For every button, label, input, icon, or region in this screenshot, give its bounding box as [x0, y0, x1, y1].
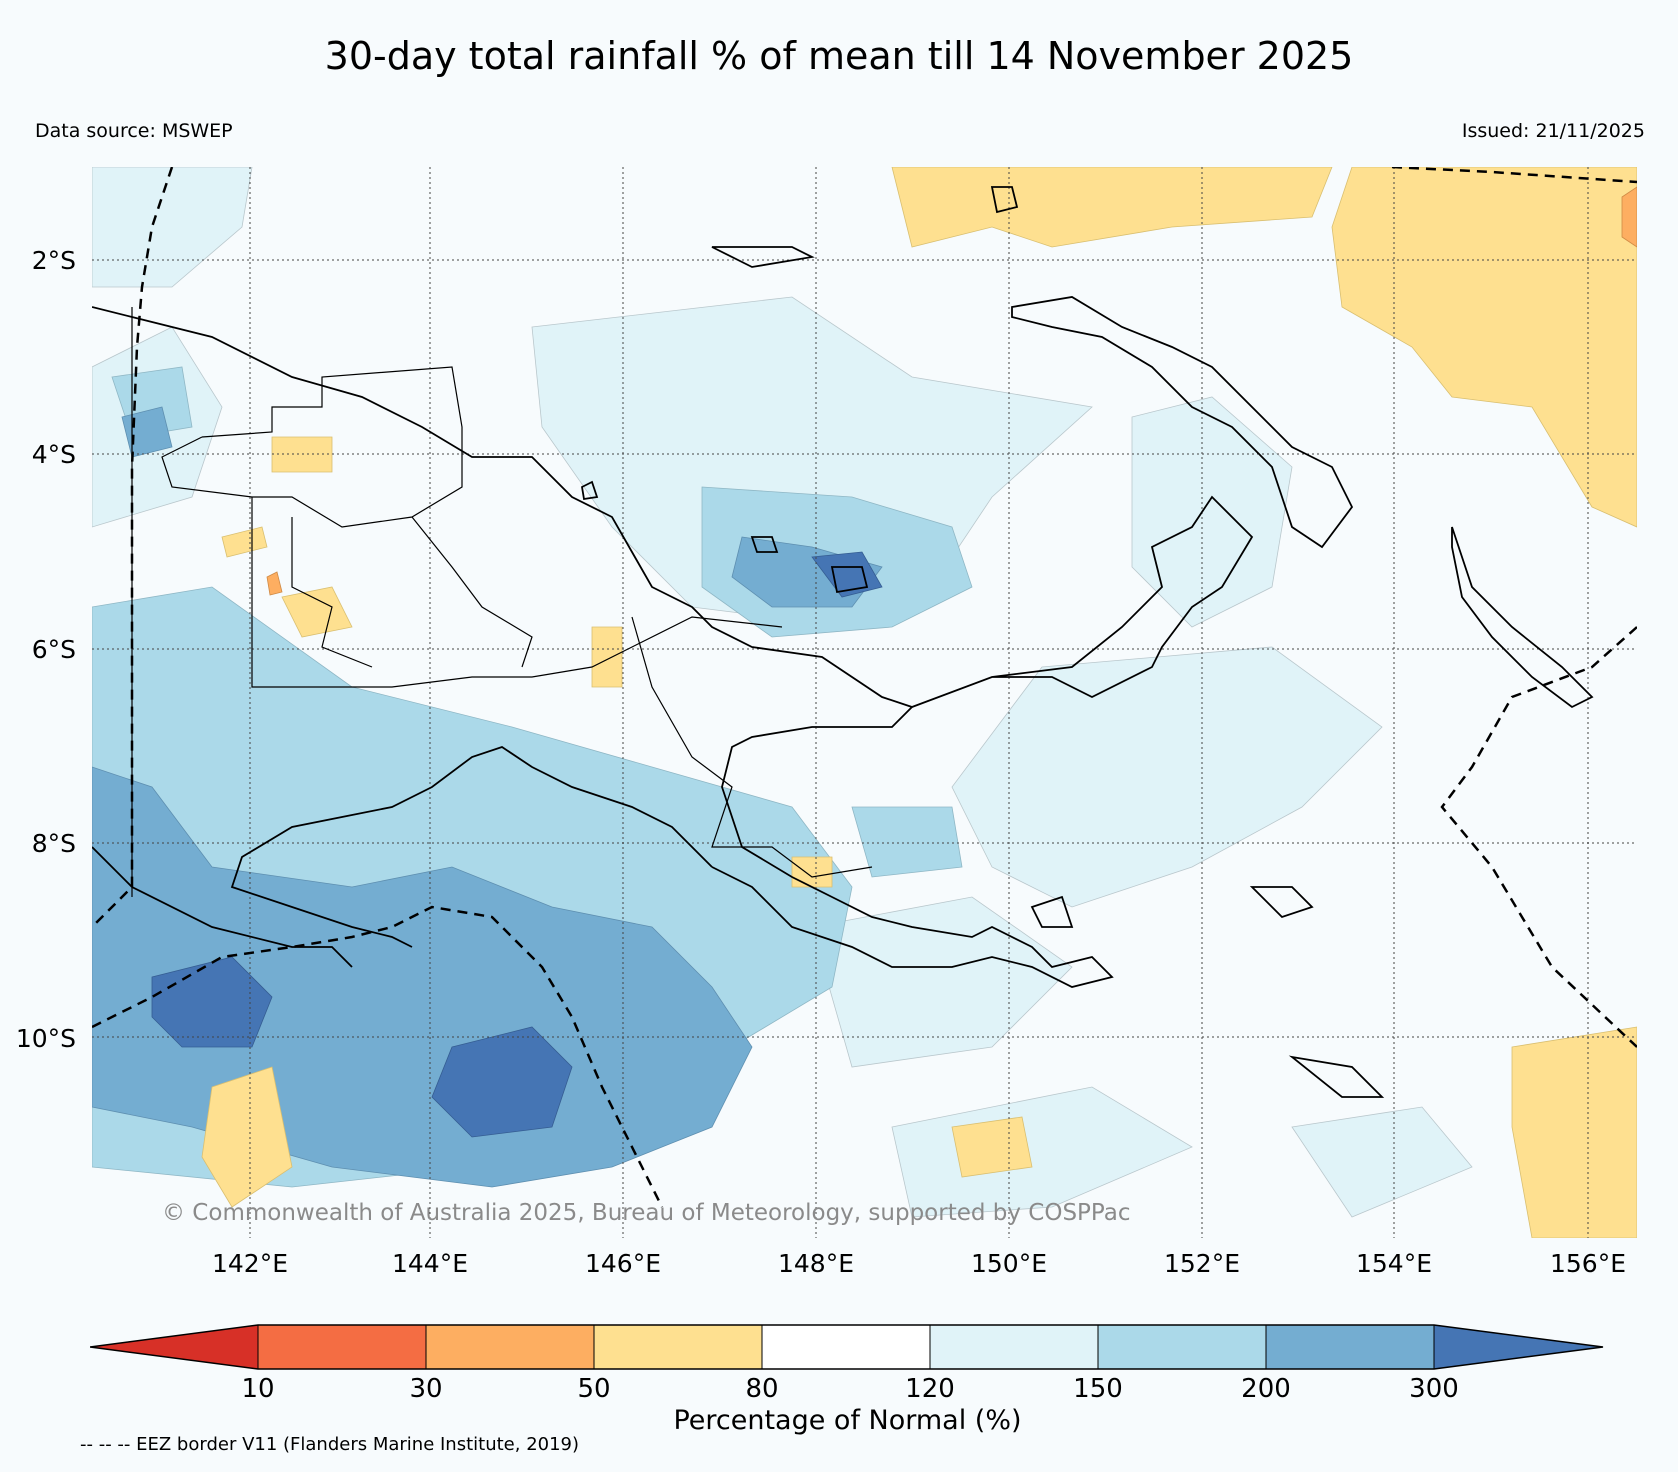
issued-date-label: Issued: 21/11/2025 [1461, 120, 1645, 142]
colorbar-30-50 [426, 1325, 594, 1369]
colorbar-tick-150: 150 [1073, 1374, 1123, 1404]
rain-50-80-regions [201, 167, 1637, 1238]
colorbar-50-80 [594, 1325, 762, 1369]
lon-label-142e: 142°E [211, 1249, 288, 1278]
rain-30-50-regions [266, 186, 1637, 596]
colorbar-120-150 [930, 1325, 1098, 1369]
lon-label-154e: 154°E [1355, 1249, 1432, 1278]
lon-label-152e: 152°E [1163, 1249, 1240, 1278]
copyright-watermark: © Commonwealth of Australia 2025, Bureau… [162, 1200, 1131, 1226]
lon-label-144e: 144°E [391, 1249, 468, 1278]
lat-label-10s: 10°S [15, 1024, 76, 1053]
colorbar-above-300 [1434, 1325, 1603, 1369]
eez-border [92, 167, 1637, 1208]
rain-above-300-regions [151, 551, 883, 1138]
colorbar-tick-300: 300 [1409, 1374, 1459, 1404]
colorbar-title: Percentage of Normal (%) [673, 1405, 1022, 1436]
eez-footnote: -- -- -- EEZ border V11 (Flanders Marine… [80, 1434, 580, 1455]
lat-label-8s: 8°S [31, 829, 76, 858]
colorbar-tick-200: 200 [1241, 1374, 1291, 1404]
lon-label-148e: 148°E [777, 1249, 854, 1278]
rainfall-map [92, 167, 1637, 1238]
map-title: 30-day total rainfall % of mean till 14 … [324, 34, 1354, 78]
colorbar-80-120 [762, 1325, 930, 1369]
colorbar-150-200 [1098, 1325, 1266, 1369]
provincial-borders [131, 307, 873, 897]
colorbar-below-10 [90, 1325, 258, 1369]
lon-label-150e: 150°E [970, 1249, 1047, 1278]
coastlines [92, 186, 1594, 1098]
colorbar-10-30 [258, 1325, 426, 1369]
colorbar [89, 1322, 1605, 1372]
colorbar-tick-10: 10 [241, 1374, 275, 1404]
lat-label-6s: 6°S [31, 635, 76, 664]
lon-label-156e: 156°E [1549, 1249, 1626, 1278]
colorbar-tick-30: 30 [409, 1374, 443, 1404]
colorbar-tick-50: 50 [577, 1374, 611, 1404]
lat-label-2s: 2°S [31, 246, 76, 275]
colorbar-tick-120: 120 [905, 1374, 955, 1404]
data-source-label: Data source: MSWEP [35, 120, 233, 142]
graticule [92, 167, 1637, 1238]
lat-label-4s: 4°S [31, 440, 76, 469]
lon-label-146e: 146°E [584, 1249, 661, 1278]
colorbar-tick-80: 80 [745, 1374, 779, 1404]
colorbar-200-300 [1266, 1325, 1434, 1369]
